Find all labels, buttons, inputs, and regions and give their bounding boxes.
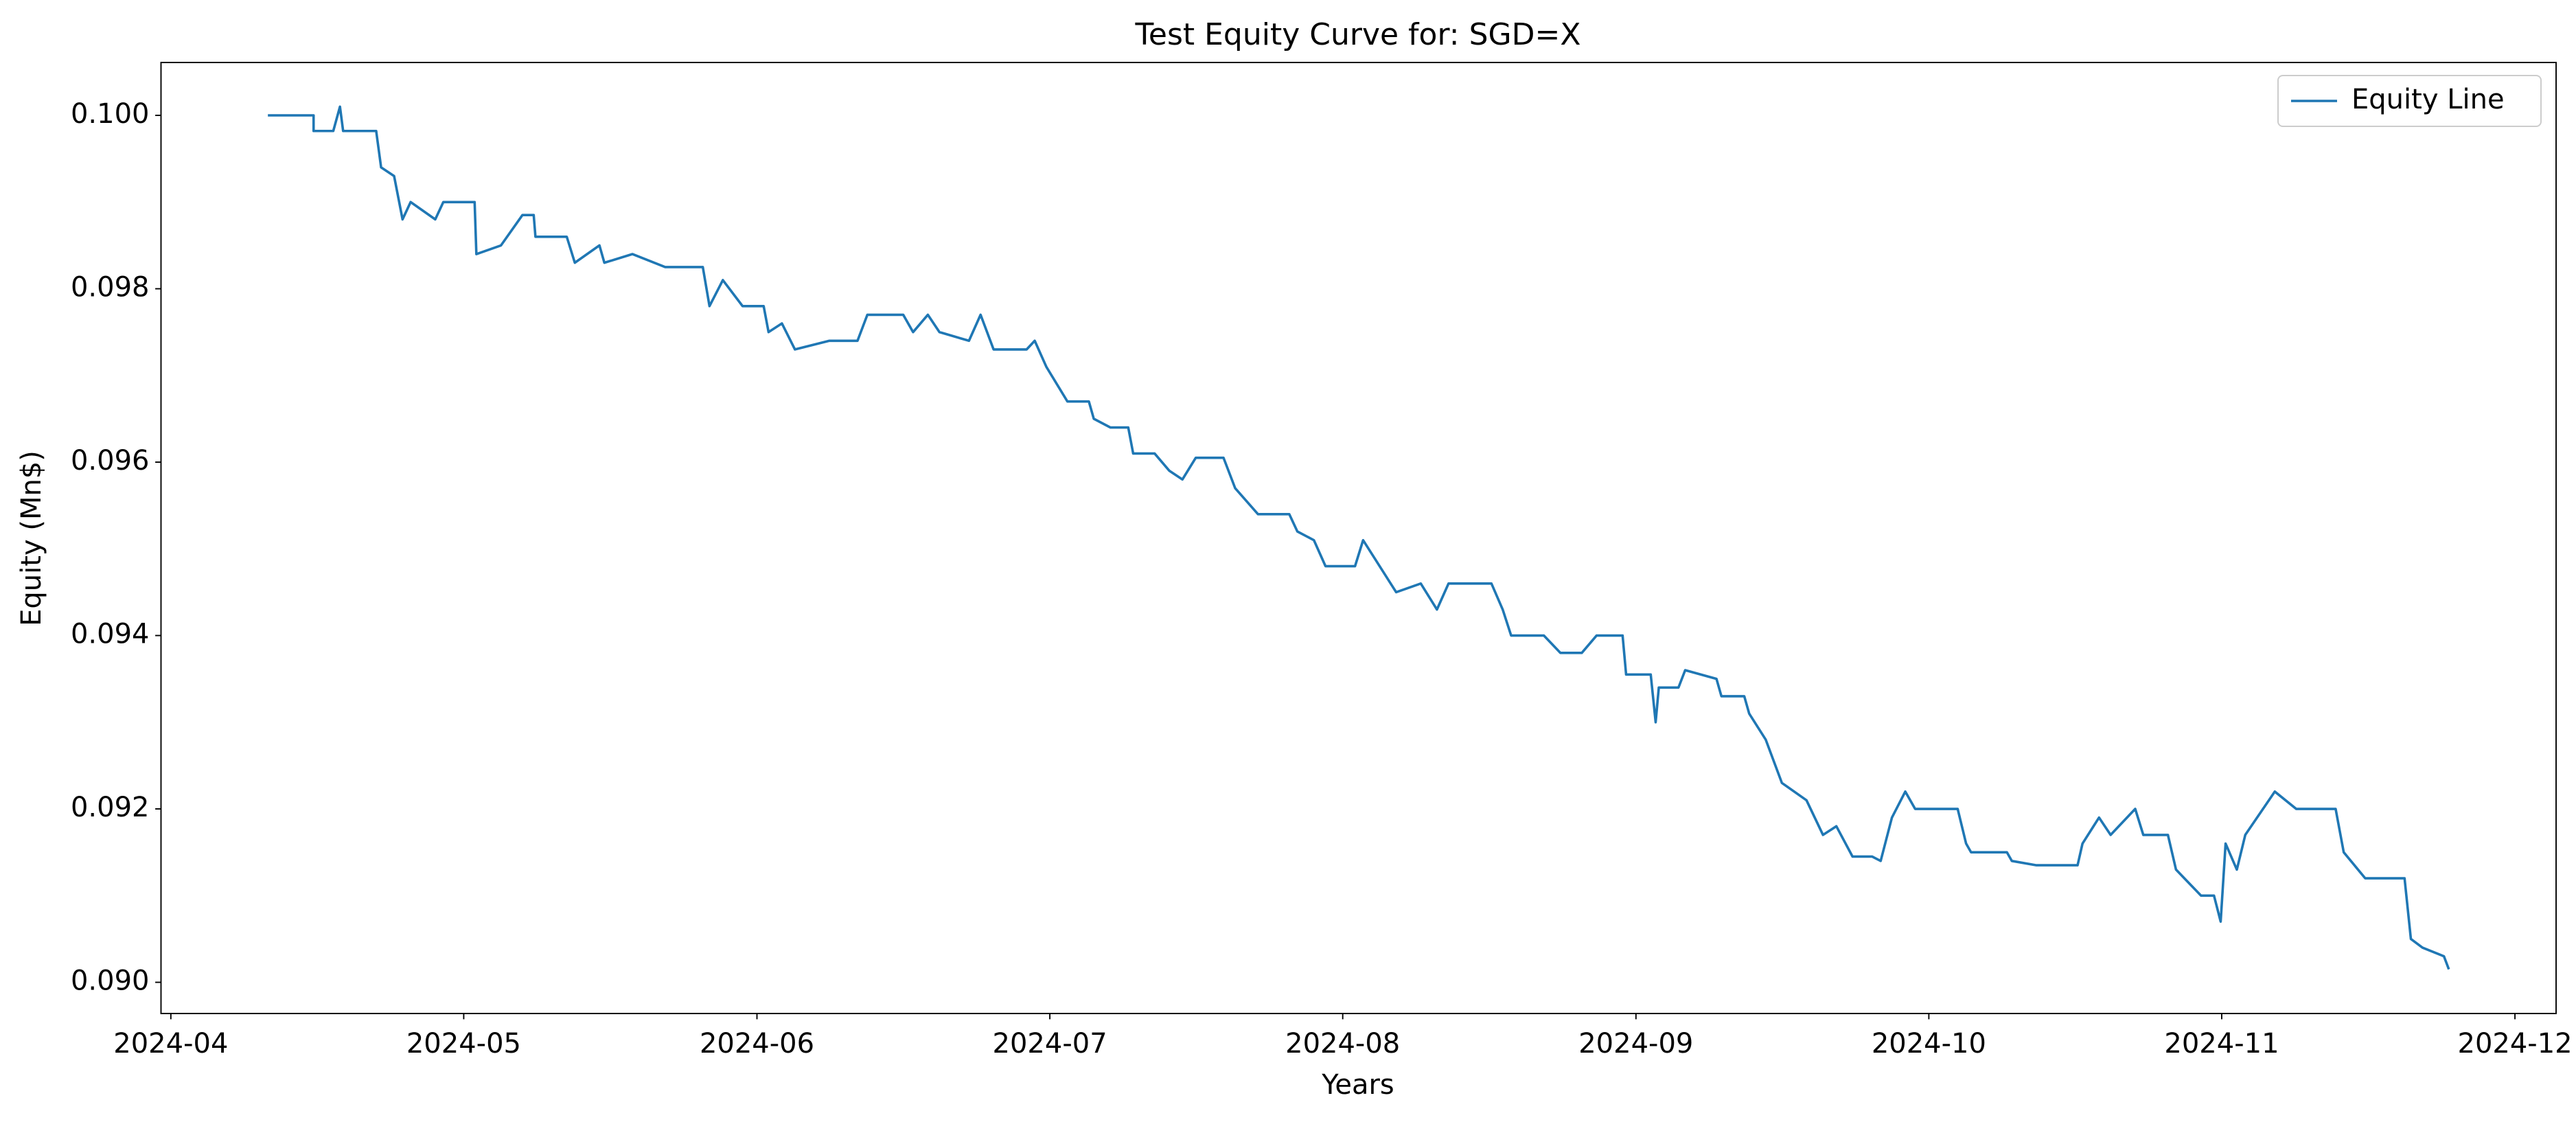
legend-box bbox=[2277, 75, 2542, 127]
y-tick-label: 0.098 bbox=[71, 272, 150, 304]
y-tick-label: 0.094 bbox=[71, 619, 150, 650]
y-tick-label: 0.090 bbox=[71, 965, 150, 997]
x-tick-label: 2024-11 bbox=[2164, 1028, 2279, 1060]
x-tick-label: 2024-10 bbox=[1872, 1028, 1986, 1060]
x-tick-label: 2024-04 bbox=[113, 1028, 228, 1060]
equity-line bbox=[268, 105, 2450, 970]
x-tick-label: 2024-06 bbox=[700, 1028, 814, 1060]
legend: Equity Line bbox=[2277, 75, 2542, 127]
y-tick-label: 0.100 bbox=[71, 98, 150, 130]
x-axis-label: Years bbox=[1321, 1069, 1394, 1101]
y-tick-label: 0.096 bbox=[71, 445, 150, 477]
y-tick-label: 0.092 bbox=[71, 792, 150, 823]
plot-frame bbox=[160, 62, 2557, 1014]
legend-label: Equity Line bbox=[2351, 84, 2505, 115]
chart-title: Test Equity Curve for: SGD=X bbox=[1135, 17, 1581, 52]
x-tick-label: 2024-12 bbox=[2458, 1028, 2573, 1060]
x-tick-label: 2024-07 bbox=[993, 1028, 1107, 1060]
x-tick-label: 2024-05 bbox=[406, 1028, 521, 1060]
x-tick-label: 2024-08 bbox=[1285, 1028, 1400, 1060]
x-tick-label: 2024-09 bbox=[1578, 1028, 1693, 1060]
y-axis-label: Equity (Mn$) bbox=[16, 450, 47, 626]
